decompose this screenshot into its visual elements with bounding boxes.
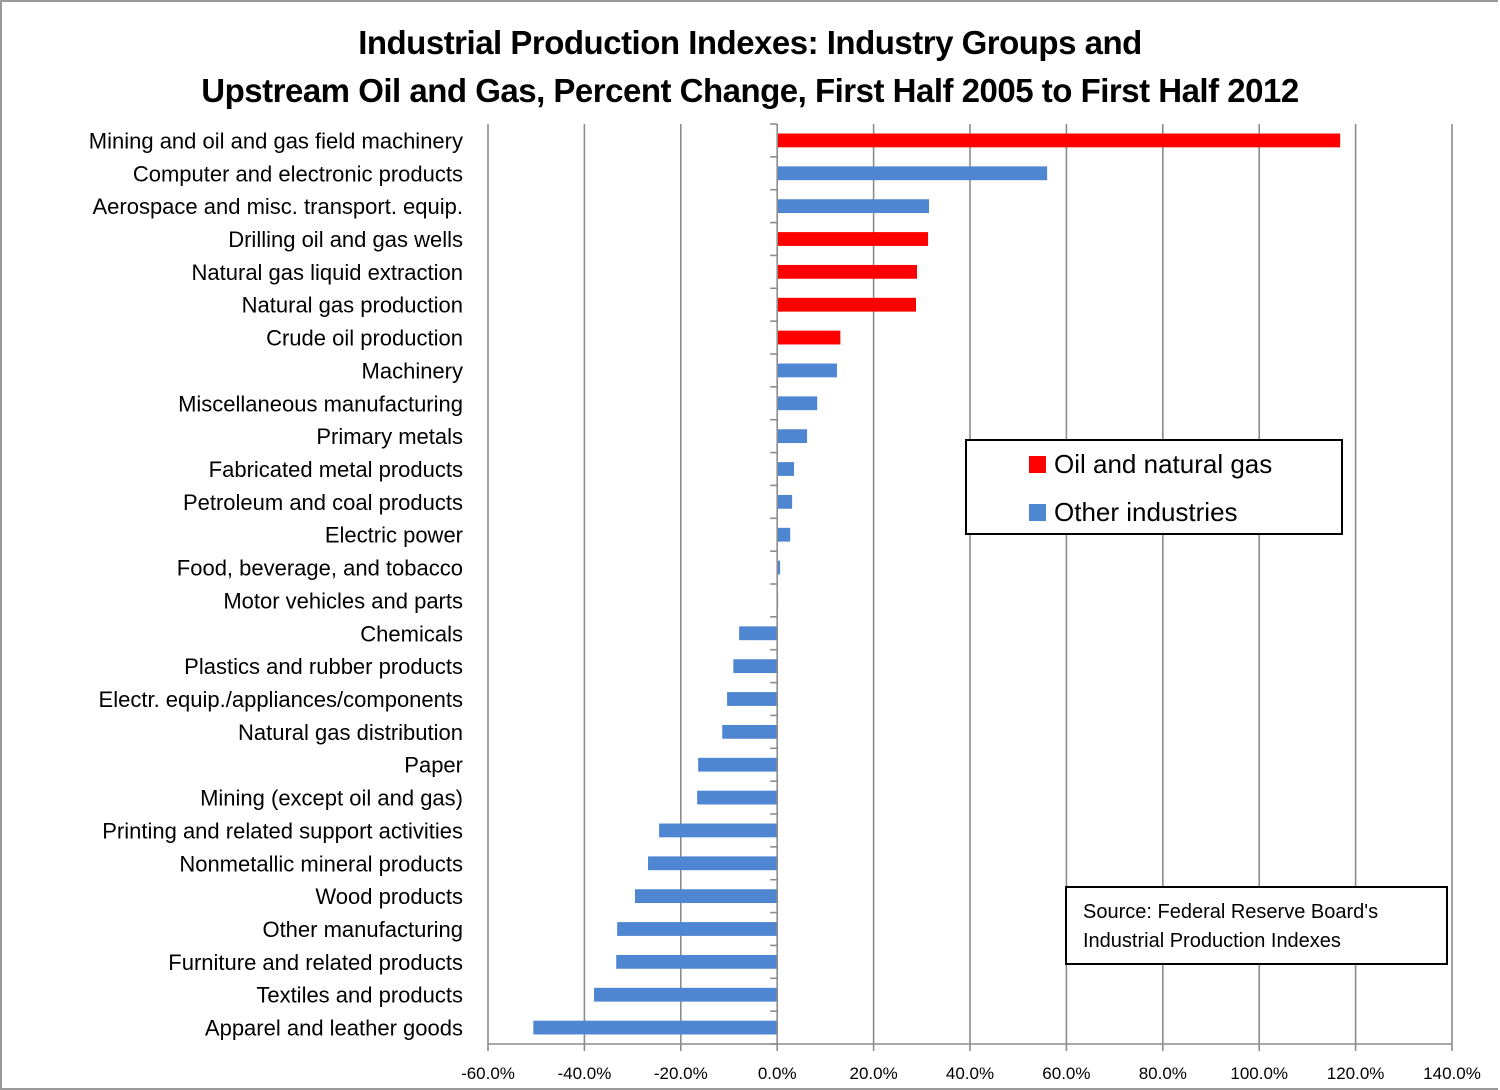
bar (777, 429, 808, 444)
x-tick-label: 40.0% (946, 1064, 994, 1083)
category-label: Mining (except oil and gas) (200, 786, 463, 811)
bar (777, 264, 917, 279)
bar (777, 363, 837, 378)
bar (777, 560, 781, 575)
x-tick-label: 120.0% (1327, 1064, 1385, 1083)
category-label: Wood products (315, 884, 463, 909)
bar (777, 166, 1048, 181)
category-label: Chemicals (360, 621, 463, 646)
legend-item-oil: Oil and natural gas (1029, 449, 1272, 480)
category-label: Mining and oil and gas field machinery (89, 128, 463, 153)
legend-label-other: Other industries (1054, 497, 1238, 527)
bar (659, 823, 778, 838)
category-label: Crude oil production (266, 326, 463, 351)
category-label: Natural gas liquid extraction (192, 260, 463, 285)
bar (533, 1020, 778, 1035)
chart-subtitle: Upstream Oil and Gas, Percent Change, Fi… (201, 72, 1299, 109)
category-label: Other manufacturing (262, 917, 463, 942)
category-label: Printing and related support activities (102, 818, 463, 843)
category-label: Machinery (362, 358, 463, 383)
bar (739, 626, 778, 641)
category-label: Petroleum and coal products (183, 490, 463, 515)
x-tick-label: -40.0% (557, 1064, 611, 1083)
bar (777, 330, 841, 345)
x-tick-label: 140.0% (1423, 1064, 1481, 1083)
bar (594, 987, 778, 1002)
bar (777, 232, 929, 246)
category-label: Food, beverage, and tobacco (177, 556, 463, 581)
bar (777, 494, 793, 509)
bar (777, 527, 791, 542)
bar (777, 297, 917, 312)
legend-item-other: Other industries (1029, 497, 1238, 528)
bar (777, 462, 795, 476)
x-tick-label: -20.0% (654, 1064, 708, 1083)
bar (616, 954, 778, 969)
legend-swatch-oil (1029, 456, 1046, 473)
category-label: Textiles and products (256, 983, 463, 1008)
category-label: Furniture and related products (168, 950, 463, 975)
category-label: Nonmetallic mineral products (179, 851, 463, 876)
category-label: Paper (404, 753, 463, 778)
category-label: Miscellaneous manufacturing (178, 391, 463, 416)
category-label: Drilling oil and gas wells (228, 227, 463, 252)
source-line-2: Industrial Production Indexes (1083, 930, 1341, 952)
source-note: Source: Federal Reserve Board's Industri… (1065, 886, 1448, 965)
chart-title: Industrial Production Indexes: Industry … (358, 24, 1142, 61)
bar (727, 692, 778, 706)
x-tick-label: 20.0% (849, 1064, 897, 1083)
x-tick-label: 80.0% (1139, 1064, 1187, 1083)
category-label: Electr. equip./appliances/components (99, 687, 463, 712)
bar (777, 396, 818, 411)
bar (777, 199, 930, 214)
category-label: Computer and electronic products (133, 161, 463, 186)
bar (722, 724, 778, 739)
source-line-1: Source: Federal Reserve Board's (1083, 901, 1379, 923)
category-label: Electric power (325, 523, 463, 548)
x-tick-label: 100.0% (1230, 1064, 1288, 1083)
category-label: Motor vehicles and parts (223, 588, 463, 613)
category-label: Primary metals (316, 424, 463, 449)
legend-swatch-other (1029, 504, 1046, 521)
category-label: Apparel and leather goods (205, 1016, 463, 1041)
bar (777, 133, 1341, 148)
category-label: Natural gas production (242, 293, 463, 318)
bar (697, 790, 778, 805)
bar (698, 757, 778, 772)
x-tick-label: -60.0% (461, 1064, 515, 1083)
legend: Oil and natural gas Other industries (965, 439, 1343, 535)
category-label: Aerospace and misc. transport. equip. (92, 194, 463, 219)
bar (635, 889, 778, 904)
bar (648, 856, 778, 871)
x-tick-label: 0.0% (758, 1064, 797, 1083)
legend-label-oil: Oil and natural gas (1054, 449, 1273, 479)
x-tick-label: 60.0% (1042, 1064, 1090, 1083)
category-label: Natural gas distribution (238, 720, 463, 745)
bar (733, 659, 778, 674)
bar (617, 922, 778, 936)
category-label: Plastics and rubber products (184, 654, 463, 679)
category-label: Fabricated metal products (209, 457, 463, 482)
